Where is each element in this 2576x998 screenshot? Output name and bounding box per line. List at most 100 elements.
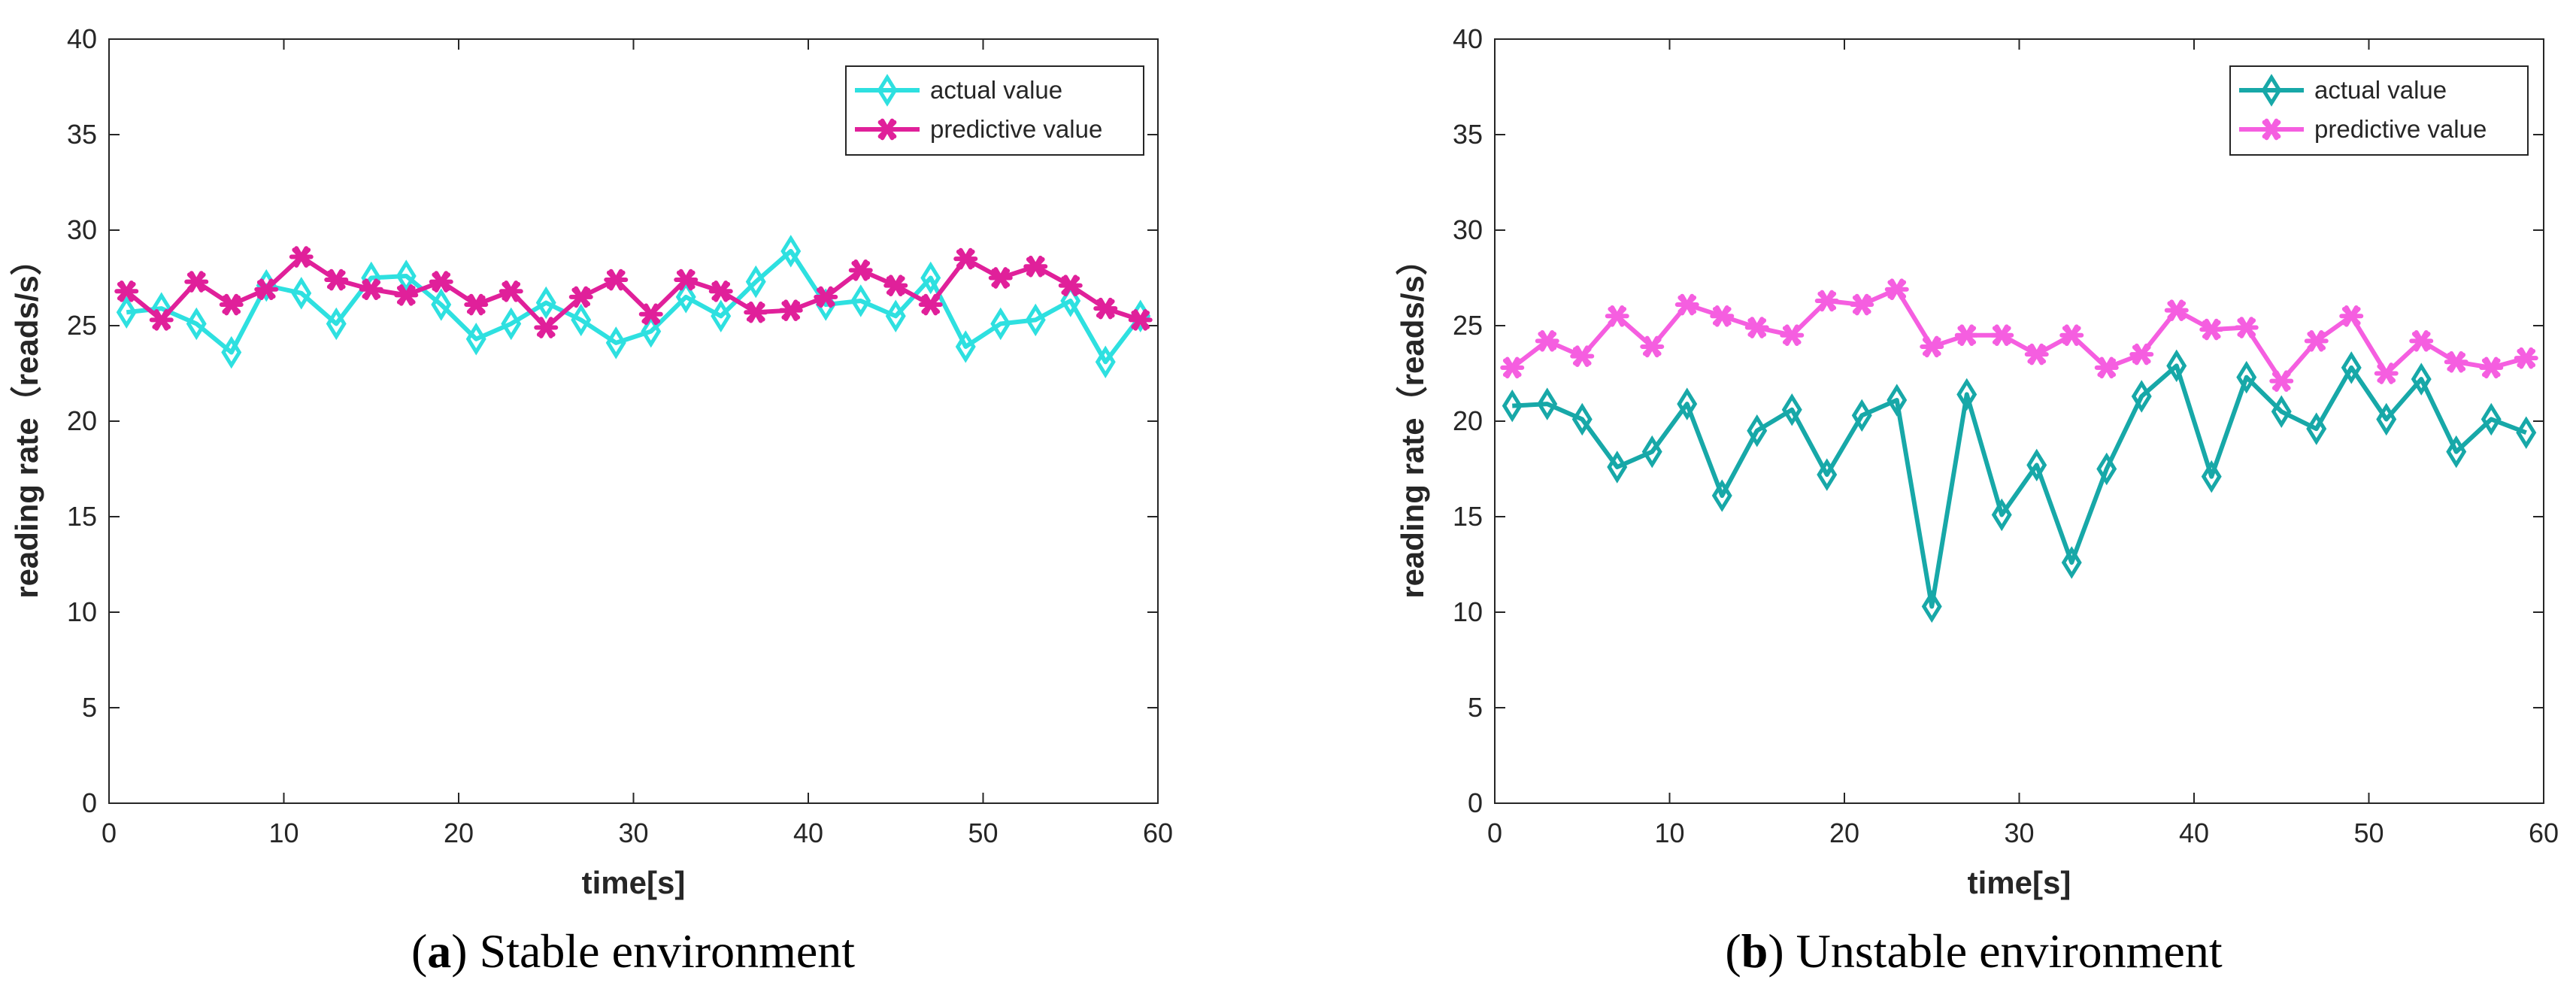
data-point-predictive — [2444, 350, 2468, 373]
data-point-predictive — [499, 280, 523, 302]
data-point-actual — [1060, 284, 1081, 317]
x-tick-label: 30 — [2004, 818, 2034, 848]
data-point-actual — [2306, 412, 2327, 445]
y-tick-label: 35 — [67, 119, 97, 150]
data-point-actual — [1887, 384, 1908, 417]
data-point-predictive — [778, 299, 803, 321]
x-tick-label: 40 — [2179, 818, 2209, 848]
data-point-predictive — [2339, 305, 2364, 327]
x-tick-label: 40 — [793, 818, 823, 848]
data-point-predictive — [1780, 324, 1805, 347]
data-point-actual — [326, 307, 347, 341]
plot-area-b — [1494, 38, 2544, 804]
data-point-actual — [2481, 402, 2502, 436]
data-point-predictive — [2164, 299, 2189, 321]
data-point-predictive — [1535, 330, 1559, 352]
data-point-predictive — [2269, 370, 2294, 392]
y-tick-label: 20 — [67, 405, 97, 436]
data-point-actual — [2376, 402, 2397, 436]
data-point-predictive — [1023, 255, 1048, 278]
data-point-predictive — [1500, 356, 1525, 379]
data-point-predictive — [1850, 293, 1874, 316]
data-point-actual — [1537, 387, 1558, 420]
data-point-actual — [1747, 414, 1768, 447]
caption-a: (a) Stable environment — [411, 924, 855, 978]
data-point-actual — [1571, 402, 1593, 436]
y-tick-label: 40 — [67, 23, 97, 54]
y-tick-label: 10 — [1453, 596, 1483, 627]
data-point-predictive — [219, 293, 244, 316]
data-point-actual — [990, 307, 1011, 341]
x-tick-label: 0 — [1487, 818, 1502, 848]
data-point-predictive — [324, 268, 349, 291]
data-point-predictive — [534, 317, 559, 338]
data-point-actual — [2341, 351, 2362, 384]
data-point-actual — [1502, 389, 1523, 423]
data-point-actual — [711, 299, 732, 333]
x-tick-label: 20 — [1829, 818, 1859, 848]
data-point-predictive — [1674, 293, 1699, 316]
data-point-actual — [501, 307, 522, 341]
y-tick-label: 25 — [67, 310, 97, 341]
x-axis-label: time[s] — [1968, 865, 2071, 900]
y-axis-label: reading rate（reads/s） — [1395, 244, 1430, 599]
data-point-actual — [116, 296, 137, 329]
x-tick-label: 10 — [1654, 818, 1684, 848]
data-point-predictive — [114, 280, 139, 302]
series-line-actual — [1512, 363, 2527, 609]
x-tick-label: 30 — [618, 818, 648, 848]
data-point-actual — [641, 314, 662, 348]
data-point-actual — [431, 288, 452, 321]
data-point-predictive — [289, 246, 314, 268]
data-point-actual — [2166, 349, 2187, 383]
x-tick-label: 60 — [1143, 818, 1173, 848]
data-point-actual — [920, 261, 941, 295]
data-point-predictive — [988, 267, 1013, 289]
data-point-predictive — [464, 293, 489, 316]
data-point-predictive — [1920, 335, 1944, 358]
legend-entry-label: actual value — [2314, 76, 2447, 104]
data-point-predictive — [2059, 324, 2084, 347]
panel-b: 0 5 10 15 20 25 30 35 40 0 10 20 30 40 50 60 time[s] read… — [1395, 23, 2559, 978]
data-point-predictive — [568, 286, 593, 308]
data-point-predictive — [1744, 317, 1769, 338]
x-tick-label: 20 — [444, 818, 474, 848]
data-point-predictive — [1954, 324, 1979, 347]
data-point-predictive — [2409, 330, 2434, 352]
y-axis-label: reading rate（reads/s） — [9, 244, 44, 599]
y-tick-label: 30 — [1453, 214, 1483, 245]
caption-b: (b) Unstable environment — [1725, 924, 2222, 978]
data-point-actual — [221, 335, 242, 369]
data-point-actual — [2446, 435, 2467, 469]
y-tick-label: 30 — [67, 214, 97, 245]
data-point-predictive — [1990, 324, 2014, 347]
data-point-predictive — [2199, 318, 2224, 341]
data-point-predictive — [708, 280, 733, 302]
data-point-actual — [1991, 498, 2012, 532]
data-point-actual — [1025, 303, 1046, 337]
data-point-predictive — [2514, 347, 2538, 369]
y-tick-label: 20 — [1453, 405, 1483, 436]
data-point-predictive — [1814, 290, 1839, 312]
data-point-actual — [955, 330, 976, 363]
data-point-predictive — [638, 303, 663, 326]
data-point-predictive — [848, 259, 873, 281]
x-tick-label: 60 — [2529, 818, 2559, 848]
data-point-predictive — [674, 268, 699, 291]
data-point-actual — [780, 235, 802, 268]
data-point-predictive — [359, 278, 383, 301]
data-point-predictive — [2234, 317, 2259, 338]
legend-marker — [2261, 74, 2282, 107]
data-point-predictive — [394, 284, 419, 306]
data-point-actual — [1781, 393, 1802, 426]
data-point-predictive — [1884, 278, 1909, 301]
x-tick-label: 0 — [102, 818, 117, 848]
y-tick-label: 0 — [1468, 787, 1483, 818]
data-point-actual — [1817, 458, 1838, 491]
data-point-actual — [2061, 546, 2082, 579]
data-point-actual — [1956, 378, 1977, 411]
data-point-actual — [395, 259, 417, 293]
data-point-predictive — [1605, 305, 1629, 327]
data-point-predictive — [2129, 343, 2154, 366]
data-point-predictive — [2304, 330, 2329, 352]
